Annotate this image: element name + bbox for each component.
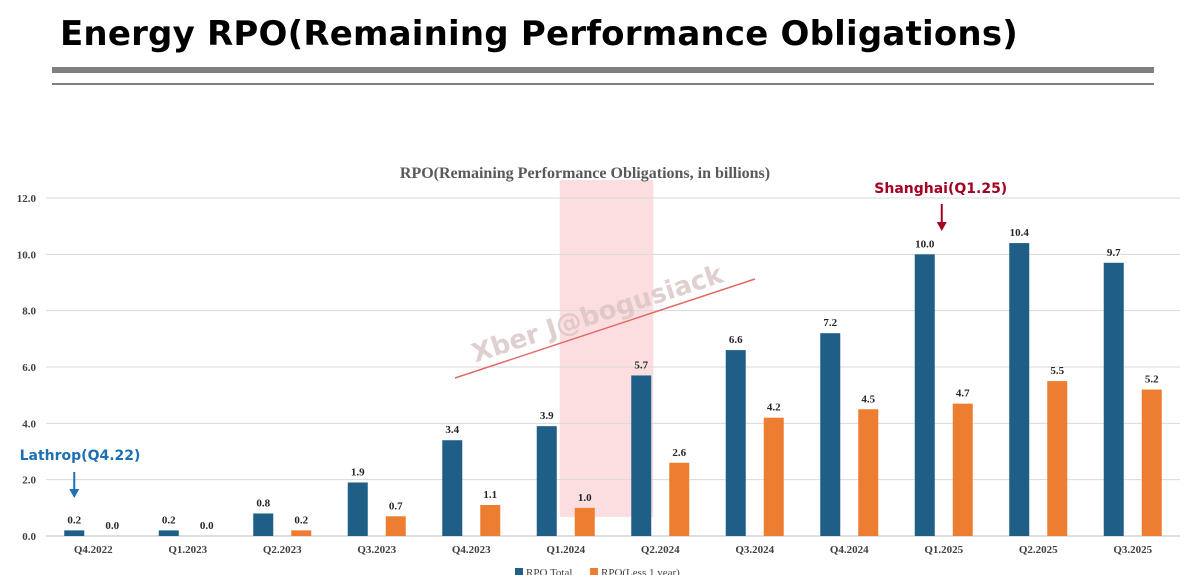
x-tick-label: Q2.2024 [641, 544, 680, 556]
title-divider-thick [52, 67, 1154, 73]
data-label: 0.8 [256, 497, 270, 509]
bar-rpo-less-1-year [385, 516, 406, 536]
bar-rpo-total [914, 254, 935, 537]
bar-rpo-total [536, 426, 557, 536]
x-tick-label: Q3.2025 [1113, 544, 1152, 556]
bar-rpo-total [1103, 262, 1124, 536]
bar-rpo-total [820, 333, 841, 536]
down-arrow-icon [936, 222, 947, 231]
bar-rpo-less-1-year [763, 417, 784, 536]
legend-label: RPO(Less 1 year) [601, 567, 680, 575]
bar-rpo-total [64, 530, 85, 536]
bar-rpo-total [1009, 243, 1030, 537]
down-arrow-icon [69, 489, 80, 498]
y-tick-label: 8.0 [22, 306, 36, 318]
legend-label: RPO Total [526, 567, 572, 575]
data-label: 10.0 [915, 238, 935, 250]
y-tick-label: 10.0 [17, 249, 37, 261]
data-label: 10.4 [1010, 227, 1030, 239]
data-label: 1.0 [578, 492, 592, 504]
x-tick-label: Q1.2025 [924, 544, 963, 556]
bar-rpo-total [158, 530, 179, 536]
x-tick-label: Q4.2024 [830, 544, 869, 556]
bar-rpo-less-1-year [1047, 381, 1068, 536]
bar-rpo-less-1-year [669, 462, 690, 536]
data-label: 0.0 [105, 520, 119, 532]
y-tick-label: 0.0 [22, 531, 36, 543]
x-tick-label: Q4.2022 [74, 544, 113, 556]
data-label: 6.6 [729, 334, 743, 346]
data-label: 9.7 [1107, 247, 1121, 259]
data-label: 1.9 [351, 466, 365, 478]
y-tick-label: 12.0 [17, 193, 37, 205]
annotation-shanghai: Shanghai(Q1.25) [874, 181, 1007, 197]
bar-rpo-less-1-year [291, 530, 312, 536]
data-label: 0.7 [389, 500, 403, 512]
bar-rpo-less-1-year [574, 507, 595, 536]
y-tick-label: 4.0 [22, 418, 36, 430]
bar-rpo-total [725, 350, 746, 536]
data-label: 4.2 [767, 402, 781, 414]
legend-swatch [590, 568, 598, 575]
x-tick-label: Q1.2024 [546, 544, 585, 556]
chart-title: RPO(Remaining Performance Obligations, i… [400, 165, 770, 182]
annotation-lathrop: Lathrop(Q4.22) [20, 448, 141, 464]
x-tick-label: Q3.2024 [735, 544, 774, 556]
data-label: 7.2 [823, 317, 837, 329]
page-title: Energy RPO(Remaining Performance Obligat… [60, 14, 1019, 54]
data-label: 4.7 [956, 388, 970, 400]
title-divider-thin [52, 83, 1154, 85]
x-tick-label: Q4.2023 [452, 544, 491, 556]
legend-swatch [515, 568, 523, 575]
data-label: 0.2 [294, 514, 308, 526]
data-label: 1.1 [483, 489, 497, 501]
watermark-underline [454, 278, 756, 379]
bar-rpo-less-1-year [952, 403, 973, 536]
bar-rpo-total [347, 482, 368, 536]
data-label: 5.7 [634, 359, 648, 371]
data-label: 4.5 [861, 393, 875, 405]
x-tick-label: Q2.2023 [263, 544, 302, 556]
x-tick-label: Q2.2025 [1019, 544, 1058, 556]
bar-rpo-total [631, 375, 652, 536]
data-label: 3.9 [540, 410, 554, 422]
data-label: 5.2 [1145, 374, 1159, 386]
data-label: 5.5 [1050, 365, 1064, 377]
bar-rpo-less-1-year [1141, 389, 1162, 536]
y-tick-label: 2.0 [22, 475, 36, 487]
bar-rpo-total [442, 440, 463, 536]
bar-rpo-less-1-year [480, 505, 501, 536]
x-tick-label: Q3.2023 [357, 544, 396, 556]
data-label: 3.4 [445, 424, 459, 436]
y-tick-label: 6.0 [22, 362, 36, 374]
bar-rpo-total [253, 513, 274, 536]
data-label: 2.6 [672, 447, 686, 459]
bar-rpo-less-1-year [858, 409, 879, 536]
data-label: 0.0 [200, 520, 214, 532]
data-label: 0.2 [67, 514, 81, 526]
x-tick-label: Q1.2023 [168, 544, 207, 556]
data-label: 0.2 [162, 514, 176, 526]
